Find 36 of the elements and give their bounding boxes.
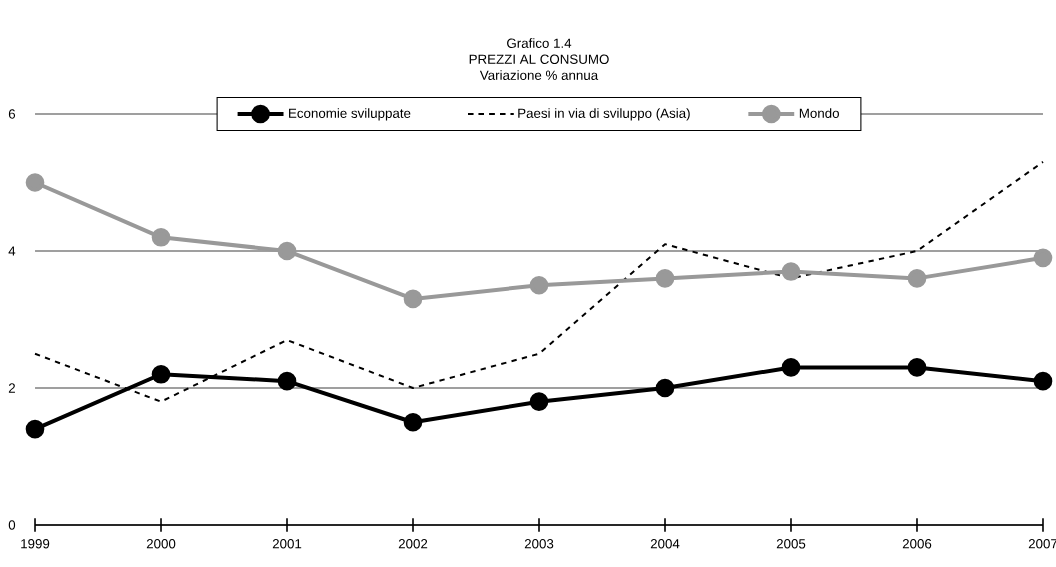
point xyxy=(25,173,45,192)
point xyxy=(655,378,675,398)
point xyxy=(655,269,675,288)
x-tick-label: 2005 xyxy=(776,539,806,549)
chart-title: Grafico 1.4 xyxy=(507,38,572,48)
point xyxy=(277,241,297,261)
point xyxy=(1033,248,1053,268)
point xyxy=(781,262,801,281)
point xyxy=(781,358,801,377)
point xyxy=(403,412,423,432)
point xyxy=(907,269,927,288)
point xyxy=(907,358,927,377)
y-tick-label: 4 xyxy=(8,246,16,256)
y-tick-label: 0 xyxy=(8,520,16,530)
x-tick-label: 2004 xyxy=(650,539,680,549)
x-tick-label: 2006 xyxy=(902,539,932,549)
x-tick-label: 2003 xyxy=(524,539,554,549)
point xyxy=(403,289,423,309)
point xyxy=(277,371,297,391)
x-tick-label: 2001 xyxy=(272,539,302,549)
x-tick-label: 2000 xyxy=(146,539,176,549)
point xyxy=(25,419,45,439)
chart-subtitle: PREZZI AL CONSUMO xyxy=(469,54,609,64)
x-tick-label: 2002 xyxy=(398,539,428,549)
point xyxy=(151,364,171,384)
point xyxy=(1033,371,1053,391)
point xyxy=(529,275,549,295)
point xyxy=(151,227,171,247)
legend-label: Economie sviluppate xyxy=(289,108,411,121)
y-axis-title: Variazione % annua xyxy=(479,70,599,80)
y-tick-label: 2 xyxy=(8,383,15,393)
y-tick-label: 6 xyxy=(8,109,16,119)
legend-label: Mondo xyxy=(799,108,839,118)
x-tick-label: 1999 xyxy=(21,539,50,549)
legend-label: Paesi in via di sviluppo (Asia) xyxy=(518,108,690,121)
point xyxy=(529,392,549,412)
